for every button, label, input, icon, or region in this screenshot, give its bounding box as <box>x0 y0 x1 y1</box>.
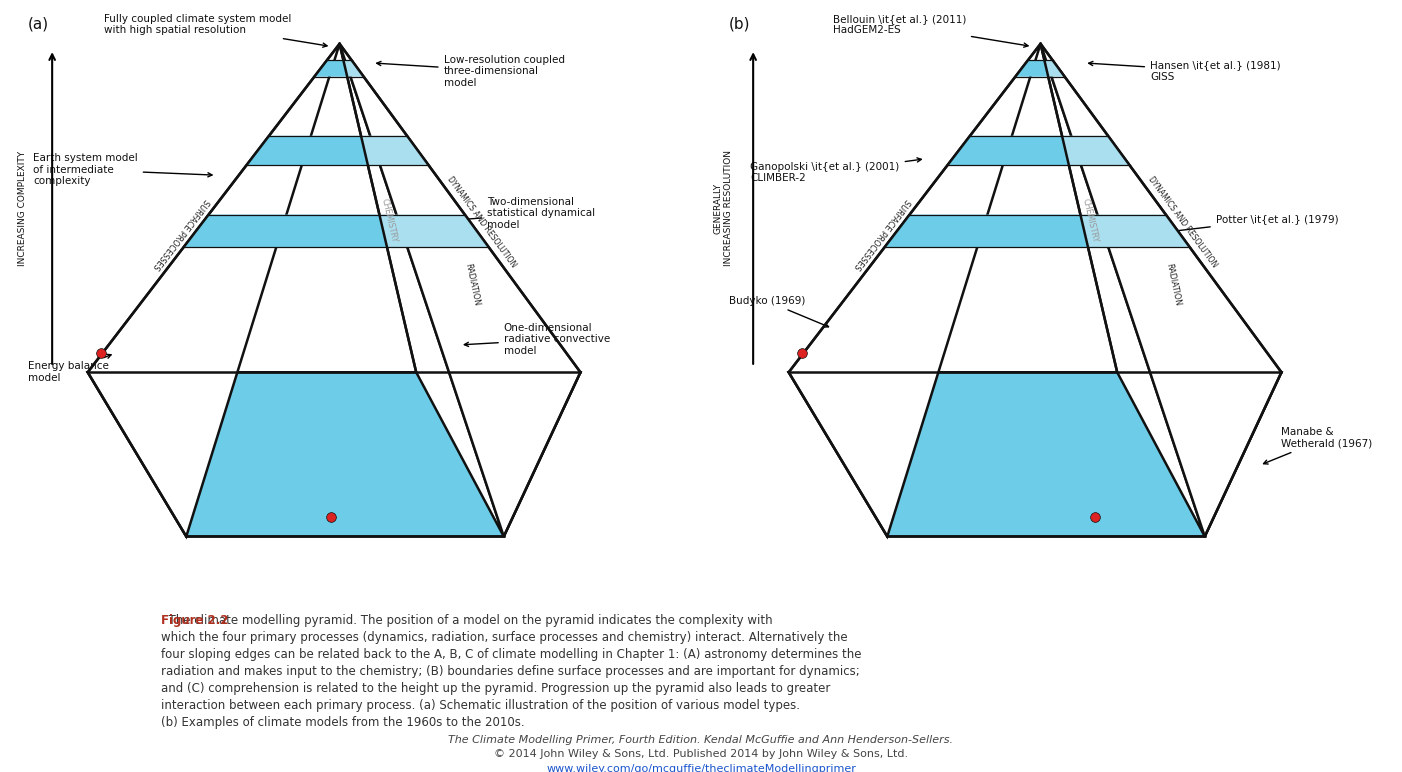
Text: (b): (b) <box>729 16 750 32</box>
Polygon shape <box>885 215 1088 248</box>
Text: Figure 2.2: Figure 2.2 <box>161 614 229 627</box>
Text: Ganopolski \it{et al.} (2001)
CLIMBER-2: Ganopolski \it{et al.} (2001) CLIMBER-2 <box>750 157 921 183</box>
Text: SURFACE PROCESSES: SURFACE PROCESSES <box>151 197 210 271</box>
Text: DYNAMICS AND RESOLUTION: DYNAMICS AND RESOLUTION <box>444 174 517 269</box>
Polygon shape <box>380 215 489 248</box>
Text: © 2014 John Wiley & Sons, Ltd. Published 2014 by John Wiley & Sons, Ltd.: © 2014 John Wiley & Sons, Ltd. Published… <box>494 749 908 759</box>
Text: (a): (a) <box>28 16 49 32</box>
Text: Low-resolution coupled
three-dimensional
model: Low-resolution coupled three-dimensional… <box>377 55 565 88</box>
Polygon shape <box>1044 60 1064 76</box>
Text: The Climate Modelling Primer, Fourth Edition. Kendal McGuffie and Ann Henderson-: The Climate Modelling Primer, Fourth Edi… <box>449 735 953 745</box>
Polygon shape <box>1061 136 1130 165</box>
Polygon shape <box>1081 215 1190 248</box>
Text: RADIATION: RADIATION <box>1165 262 1182 306</box>
Polygon shape <box>948 136 1068 165</box>
Text: Hansen \it{et al.} (1981)
GISS: Hansen \it{et al.} (1981) GISS <box>1089 60 1280 82</box>
Text: The climate modelling pyramid. The position of a model on the pyramid indicates : The climate modelling pyramid. The posit… <box>161 614 862 729</box>
Text: SURFACE PROCESSES: SURFACE PROCESSES <box>852 197 911 271</box>
Text: Potter \it{et al.} (1979): Potter \it{et al.} (1979) <box>1165 214 1339 234</box>
Text: CHEMISTRY: CHEMISTRY <box>380 198 398 244</box>
Text: Fully coupled climate system model
with high spatial resolution: Fully coupled climate system model with … <box>104 14 327 47</box>
Polygon shape <box>247 136 367 165</box>
Polygon shape <box>339 44 503 537</box>
Polygon shape <box>789 372 1281 537</box>
Polygon shape <box>789 44 1040 537</box>
Polygon shape <box>88 44 339 537</box>
Polygon shape <box>1015 60 1049 76</box>
Polygon shape <box>314 60 348 76</box>
Text: Earth system model
of intermediate
complexity: Earth system model of intermediate compl… <box>34 153 212 186</box>
Text: www.wiley.com/go/mcguffie/theclimateModellingprimer: www.wiley.com/go/mcguffie/theclimateMode… <box>545 764 857 772</box>
Polygon shape <box>1040 44 1204 537</box>
Text: Energy balance
model: Energy balance model <box>28 354 111 383</box>
Polygon shape <box>360 136 429 165</box>
Text: DYNAMICS AND RESOLUTION: DYNAMICS AND RESOLUTION <box>1145 174 1218 269</box>
Polygon shape <box>1040 44 1281 537</box>
Text: Manabe &
Wetherald (1967): Manabe & Wetherald (1967) <box>1263 427 1373 464</box>
Polygon shape <box>184 215 387 248</box>
Text: One-dimensional
radiative convective
model: One-dimensional radiative convective mod… <box>464 323 610 356</box>
Text: Bellouin \it{et al.} (2011)
HadGEM2-ES: Bellouin \it{et al.} (2011) HadGEM2-ES <box>833 14 1028 47</box>
Polygon shape <box>88 372 580 537</box>
Text: Two-dimensional
statistical dynamical
model: Two-dimensional statistical dynamical mo… <box>437 197 596 230</box>
Text: Budyko (1969): Budyko (1969) <box>729 296 829 327</box>
Text: RADIATION: RADIATION <box>464 262 481 306</box>
Text: INCREASING COMPLEXITY: INCREASING COMPLEXITY <box>18 151 27 266</box>
Polygon shape <box>343 60 363 76</box>
Text: GENERALLY
INCREASING RESOLUTION: GENERALLY INCREASING RESOLUTION <box>714 150 733 266</box>
Text: CHEMISTRY: CHEMISTRY <box>1081 198 1099 244</box>
Polygon shape <box>339 44 580 537</box>
